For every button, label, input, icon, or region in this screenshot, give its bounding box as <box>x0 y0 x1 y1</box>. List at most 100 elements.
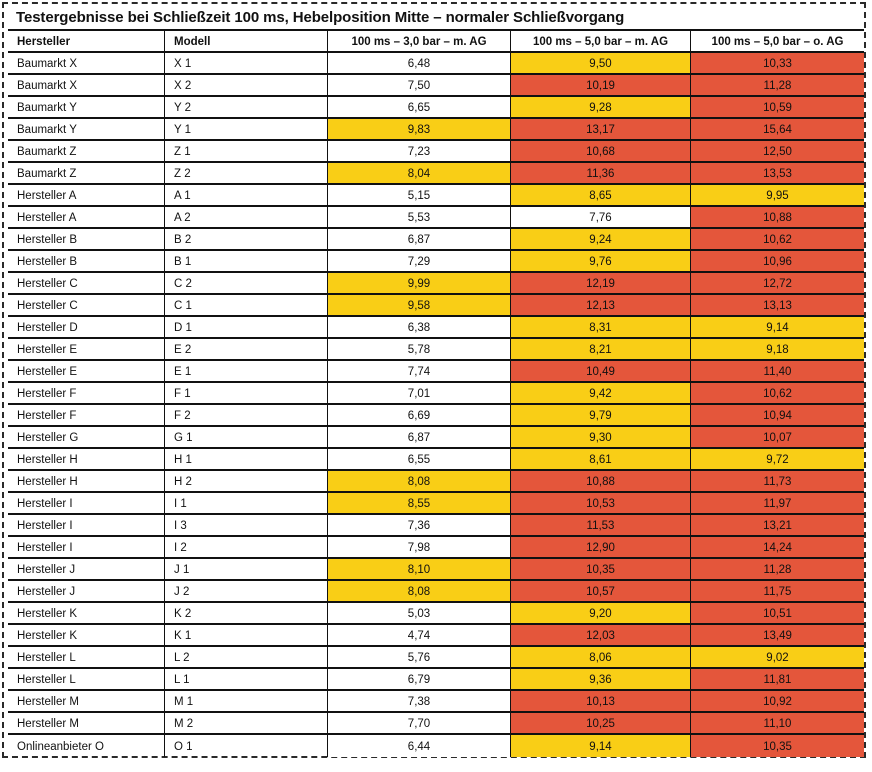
value-cell: 9,58 <box>327 295 510 315</box>
hersteller-cell: Hersteller G <box>17 431 79 444</box>
hersteller-cell: Hersteller K <box>17 607 78 620</box>
value-cell: 6,55 <box>327 449 510 469</box>
value-cell: 9,02 <box>690 647 864 667</box>
value-cell: 10,25 <box>510 713 690 733</box>
hersteller-cell: Hersteller M <box>17 717 79 730</box>
table-row: Hersteller B B 1 7,29 9,76 10,96 <box>8 251 864 273</box>
hersteller-cell: Baumarkt Z <box>17 167 77 180</box>
value-cell: 9,14 <box>510 735 690 757</box>
value-cell: 9,99 <box>327 273 510 293</box>
value-cell: 8,10 <box>327 559 510 579</box>
value-cell: 10,96 <box>690 251 864 271</box>
value-cell: 13,13 <box>690 295 864 315</box>
hersteller-cell: Hersteller L <box>17 651 76 664</box>
hersteller-cell: Baumarkt Y <box>17 123 77 136</box>
modell-cell: K 2 <box>164 603 327 623</box>
modell-cell: H 1 <box>164 449 327 469</box>
value-cell: 10,33 <box>690 53 864 73</box>
value-cell: 13,49 <box>690 625 864 645</box>
value-cell: 10,88 <box>690 207 864 227</box>
value-cell: 8,21 <box>510 339 690 359</box>
value-cell: 6,87 <box>327 229 510 249</box>
value-cell: 6,48 <box>327 53 510 73</box>
table-row: Baumarkt Z Z 1 7,23 10,68 12,50 <box>8 141 864 163</box>
value-cell: 6,87 <box>327 427 510 447</box>
value-cell: 9,30 <box>510 427 690 447</box>
value-cell: 10,19 <box>510 75 690 95</box>
modell-cell: J 1 <box>164 559 327 579</box>
hersteller-cell: Hersteller L <box>17 673 76 686</box>
value-cell: 10,13 <box>510 691 690 711</box>
hersteller-cell: Hersteller H <box>17 453 78 466</box>
value-cell: 9,76 <box>510 251 690 271</box>
table-row: Hersteller G G 1 6,87 9,30 10,07 <box>8 427 864 449</box>
column-header-modell: Modell <box>164 31 327 51</box>
value-cell: 7,36 <box>327 515 510 535</box>
hersteller-cell: Hersteller M <box>17 695 79 708</box>
table-row: Hersteller E E 2 5,78 8,21 9,18 <box>8 339 864 361</box>
table-row: Baumarkt Z Z 2 8,04 11,36 13,53 <box>8 163 864 185</box>
hersteller-cell: Baumarkt Y <box>17 101 77 114</box>
value-cell: 9,72 <box>690 449 864 469</box>
value-cell: 8,08 <box>327 471 510 491</box>
hersteller-cell: Hersteller I <box>17 497 73 510</box>
table-row: Hersteller C C 1 9,58 12,13 13,13 <box>8 295 864 317</box>
table-row: Hersteller C C 2 9,99 12,19 12,72 <box>8 273 864 295</box>
value-cell: 12,03 <box>510 625 690 645</box>
table-row: Baumarkt X X 1 6,48 9,50 10,33 <box>8 53 864 75</box>
modell-cell: X 1 <box>164 53 327 73</box>
modell-cell: C 2 <box>164 273 327 293</box>
modell-cell: X 2 <box>164 75 327 95</box>
value-cell: 11,28 <box>690 559 864 579</box>
value-cell: 4,74 <box>327 625 510 645</box>
value-cell: 6,44 <box>327 735 510 757</box>
value-cell: 9,95 <box>690 185 864 205</box>
value-cell: 6,38 <box>327 317 510 337</box>
value-cell: 6,69 <box>327 405 510 425</box>
hersteller-cell: Hersteller J <box>17 563 76 576</box>
value-cell: 9,36 <box>510 669 690 689</box>
table-row: Hersteller A A 2 5,53 7,76 10,88 <box>8 207 864 229</box>
table-row: Hersteller K K 1 4,74 12,03 13,49 <box>8 625 864 647</box>
hersteller-cell: Baumarkt Z <box>17 145 77 158</box>
table-row: Hersteller I I 2 7,98 12,90 14,24 <box>8 537 864 559</box>
hersteller-cell: Hersteller B <box>17 233 78 246</box>
value-cell: 5,78 <box>327 339 510 359</box>
value-cell: 9,42 <box>510 383 690 403</box>
modell-cell: M 2 <box>164 713 327 733</box>
value-cell: 7,23 <box>327 141 510 161</box>
value-cell: 13,53 <box>690 163 864 183</box>
value-cell: 10,07 <box>690 427 864 447</box>
hersteller-cell: Hersteller I <box>17 519 73 532</box>
column-header-100ms-3bar-mag: 100 ms – 3,0 bar – m. AG <box>327 31 510 51</box>
modell-cell: I 2 <box>164 537 327 557</box>
value-cell: 11,40 <box>690 361 864 381</box>
value-cell: 8,65 <box>510 185 690 205</box>
value-cell: 15,64 <box>690 119 864 139</box>
table-row: Hersteller J J 2 8,08 10,57 11,75 <box>8 581 864 603</box>
table-row: Hersteller J J 1 8,10 10,35 11,28 <box>8 559 864 581</box>
value-cell: 10,68 <box>510 141 690 161</box>
value-cell: 5,15 <box>327 185 510 205</box>
hersteller-cell: Hersteller C <box>17 277 78 290</box>
value-cell: 10,59 <box>690 97 864 117</box>
value-cell: 10,62 <box>690 383 864 403</box>
hersteller-cell: Hersteller I <box>17 541 73 554</box>
value-cell: 5,03 <box>327 603 510 623</box>
modell-cell: L 1 <box>164 669 327 689</box>
value-cell: 11,10 <box>690 713 864 733</box>
value-cell: 7,50 <box>327 75 510 95</box>
table-row: Hersteller L L 2 5,76 8,06 9,02 <box>8 647 864 669</box>
value-cell: 5,76 <box>327 647 510 667</box>
table-row: Hersteller I I 3 7,36 11,53 13,21 <box>8 515 864 537</box>
value-cell: 13,21 <box>690 515 864 535</box>
table-crop-frame: Testergebnisse bei Schließzeit 100 ms, H… <box>2 2 866 758</box>
value-cell: 9,20 <box>510 603 690 623</box>
hersteller-cell: Hersteller F <box>17 387 77 400</box>
modell-cell: F 1 <box>164 383 327 403</box>
value-cell: 10,57 <box>510 581 690 601</box>
value-cell: 10,35 <box>690 735 864 757</box>
value-cell: 10,62 <box>690 229 864 249</box>
table-row: Hersteller F F 2 6,69 9,79 10,94 <box>8 405 864 427</box>
